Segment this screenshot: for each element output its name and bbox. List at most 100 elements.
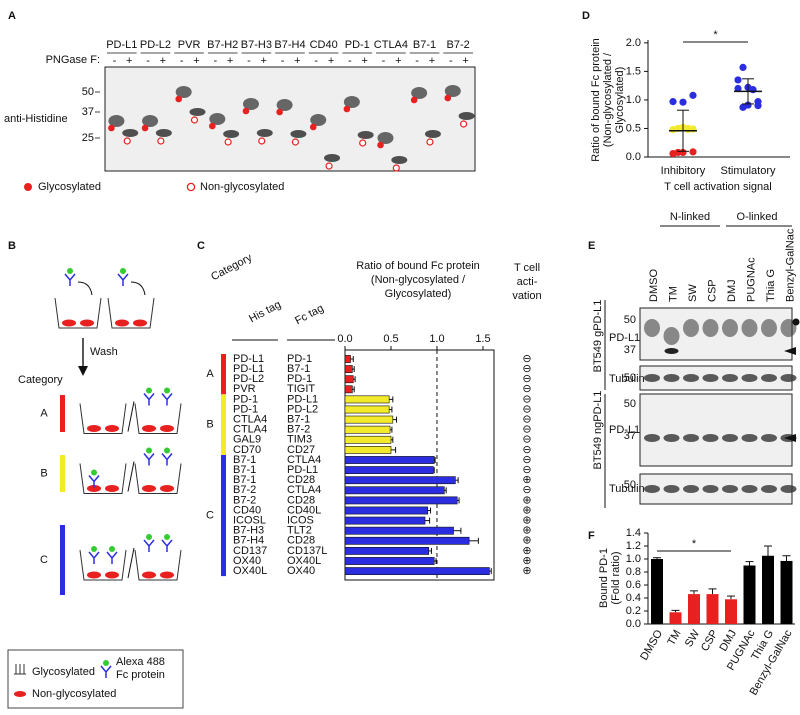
well <box>134 549 182 581</box>
bar <box>344 526 454 535</box>
band <box>663 485 680 493</box>
protein <box>142 425 156 432</box>
treatment-sign: + <box>261 55 267 67</box>
mw-marker: 50 <box>624 372 636 384</box>
glyco-dot <box>242 107 250 115</box>
protein-label: PD-L1 <box>609 332 640 344</box>
legend-label: Non-glycosylated <box>32 688 116 700</box>
band <box>741 319 758 337</box>
fc-tag: OX40 <box>287 565 315 577</box>
band <box>223 130 240 138</box>
nonglyco-dot <box>291 138 299 146</box>
well <box>79 549 127 581</box>
group-label: O-linked <box>737 211 778 223</box>
fc-tag: PD-1 <box>287 373 312 385</box>
band <box>155 129 172 137</box>
legend-label: Non-glycosylated <box>200 181 284 193</box>
legend-glycan <box>14 664 26 675</box>
bar <box>344 445 392 454</box>
activation-sign: ⊖ <box>522 454 531 466</box>
treatment-sign: + <box>160 55 166 67</box>
alexa <box>109 546 115 552</box>
glyco-dot <box>175 95 182 103</box>
band <box>357 131 374 139</box>
band <box>664 348 679 354</box>
panel-label: A <box>8 10 16 22</box>
his-tag: B7-1 <box>233 464 256 476</box>
band <box>702 374 719 382</box>
alexa <box>164 534 170 540</box>
nonglyco-dot <box>325 162 333 170</box>
band <box>189 108 206 116</box>
activation-header: T cell <box>514 262 540 274</box>
blot <box>104 66 476 172</box>
nonglyco-dot <box>392 164 400 172</box>
y-tick-label: 0.6 <box>626 579 641 591</box>
y-tick-label: 1.2 <box>626 540 641 552</box>
point <box>739 63 747 71</box>
y-axis-label: Glycosylated) <box>614 67 626 134</box>
treatment-sign: + <box>227 55 233 67</box>
significance: * <box>692 538 697 550</box>
activation-sign: ⊖ <box>522 444 531 456</box>
bar <box>780 560 793 624</box>
bar <box>344 435 392 444</box>
his-tag: B7-2 <box>233 484 256 496</box>
x-tick-label: 1.0 <box>429 333 444 345</box>
protein-label: Tubulin <box>609 373 645 385</box>
activation-header: vation <box>512 290 541 302</box>
his-tag: B7-1 <box>233 474 256 486</box>
fc-protein <box>64 273 76 286</box>
band <box>663 434 680 442</box>
legend-label: Fc protein <box>116 669 165 681</box>
activation-sign: ⊖ <box>522 464 531 476</box>
mw-marker: 37 <box>624 344 636 356</box>
activation-sign: ⊕ <box>522 525 531 537</box>
bar <box>344 365 353 373</box>
activation-sign: ⊕ <box>522 474 531 486</box>
arrow <box>130 281 146 296</box>
alexa <box>146 534 152 540</box>
bar <box>688 594 700 624</box>
treatment-sign: + <box>294 55 300 67</box>
fc-protein <box>88 475 100 488</box>
activation-sign: ⊕ <box>522 504 531 516</box>
alexa <box>91 546 97 552</box>
activation-sign: ⊕ <box>522 555 531 567</box>
mw-marker: 50 <box>82 86 94 98</box>
his-tag: OX40L <box>233 565 267 577</box>
activation-sign: ⊖ <box>522 363 531 375</box>
mw-marker: 25 <box>82 132 94 144</box>
well <box>134 403 182 434</box>
his-tag: PD-L1 <box>233 353 264 365</box>
lane-label: PUGNAc <box>745 257 757 302</box>
arrowhead <box>78 366 88 376</box>
bar <box>669 612 682 624</box>
lane-label: DMJ <box>726 279 738 302</box>
protein <box>133 319 147 327</box>
bar <box>344 405 390 414</box>
fc-tag: PD-L1 <box>287 393 318 405</box>
band <box>702 485 719 493</box>
y-axis-label: (Non-glycosylated / <box>602 52 614 147</box>
bar <box>344 425 391 434</box>
well <box>79 463 127 494</box>
bar <box>344 486 445 495</box>
plot-frame <box>344 349 495 581</box>
x-tick-label: 1.5 <box>475 333 490 345</box>
bar <box>344 506 429 515</box>
protein <box>115 319 129 327</box>
activation-sign: ⊖ <box>522 393 531 405</box>
glyco-dot <box>108 124 115 132</box>
bar <box>344 536 470 545</box>
bar <box>344 516 426 525</box>
protein <box>160 425 174 432</box>
band <box>411 87 428 99</box>
activation-sign: ⊖ <box>522 434 531 446</box>
y-tick-label: 0.8 <box>626 566 641 578</box>
panel-label: B <box>8 240 16 252</box>
fc-tag: B7-2 <box>287 424 310 436</box>
fc-protein <box>143 539 155 552</box>
bar <box>344 546 429 555</box>
activation-sign: ⊕ <box>522 545 531 557</box>
